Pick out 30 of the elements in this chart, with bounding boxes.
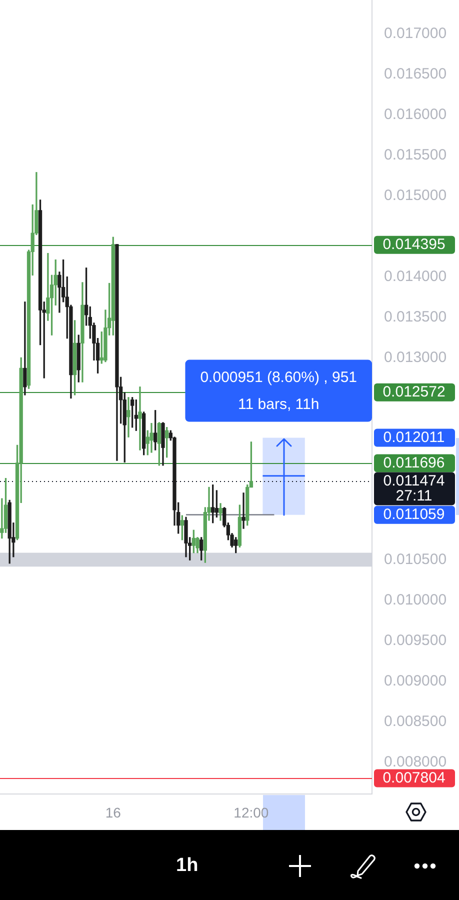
candlestick <box>126 397 130 438</box>
text: 1h <box>176 854 198 878</box>
x-tick-label: 16 <box>105 804 122 820</box>
y-tick-label: 0.016500 <box>384 66 447 83</box>
x-tick-label: 12:00 <box>234 804 269 820</box>
y-tick-label: 0.009500 <box>384 632 447 650</box>
y-tick-label: 0.008500 <box>384 713 447 730</box>
text: 0.012011 <box>383 428 445 446</box>
candlestick <box>23 302 27 396</box>
y-tick-label: 0.010000 <box>384 592 447 609</box>
y-tick-label: 0.017000 <box>384 25 447 42</box>
text: 0.011059 <box>383 506 445 523</box>
y-tick-label: 0.015000 <box>384 187 447 204</box>
candlestick <box>242 492 246 529</box>
y-tick-label: 0.013000 <box>384 348 447 366</box>
annotation: 11 bars, 11h <box>238 396 320 413</box>
ref-line-label: 0.007804 <box>382 769 446 786</box>
annotation: 0.000951 (8.60%) , 951 <box>200 368 358 386</box>
ref-line-label: 0.012572 <box>382 384 446 401</box>
y-tick-label: 0.016000 <box>384 106 447 124</box>
candlestick <box>138 386 142 450</box>
ref-line-label: 0.011696 <box>383 454 445 472</box>
y-tick-label: 0.013500 <box>384 308 447 326</box>
ref-line-label: 0.011474 27:11 <box>383 472 445 504</box>
y-tick-label: 0.015500 <box>384 146 447 164</box>
y-tick-label: 0.008000 <box>384 754 447 771</box>
y-tick-label: 0.014000 <box>384 268 447 285</box>
ref-line-label: 0.014395 <box>382 236 446 253</box>
y-tick-label: 0.010500 <box>384 551 447 568</box>
y-tick-label: 0.009000 <box>384 672 447 690</box>
